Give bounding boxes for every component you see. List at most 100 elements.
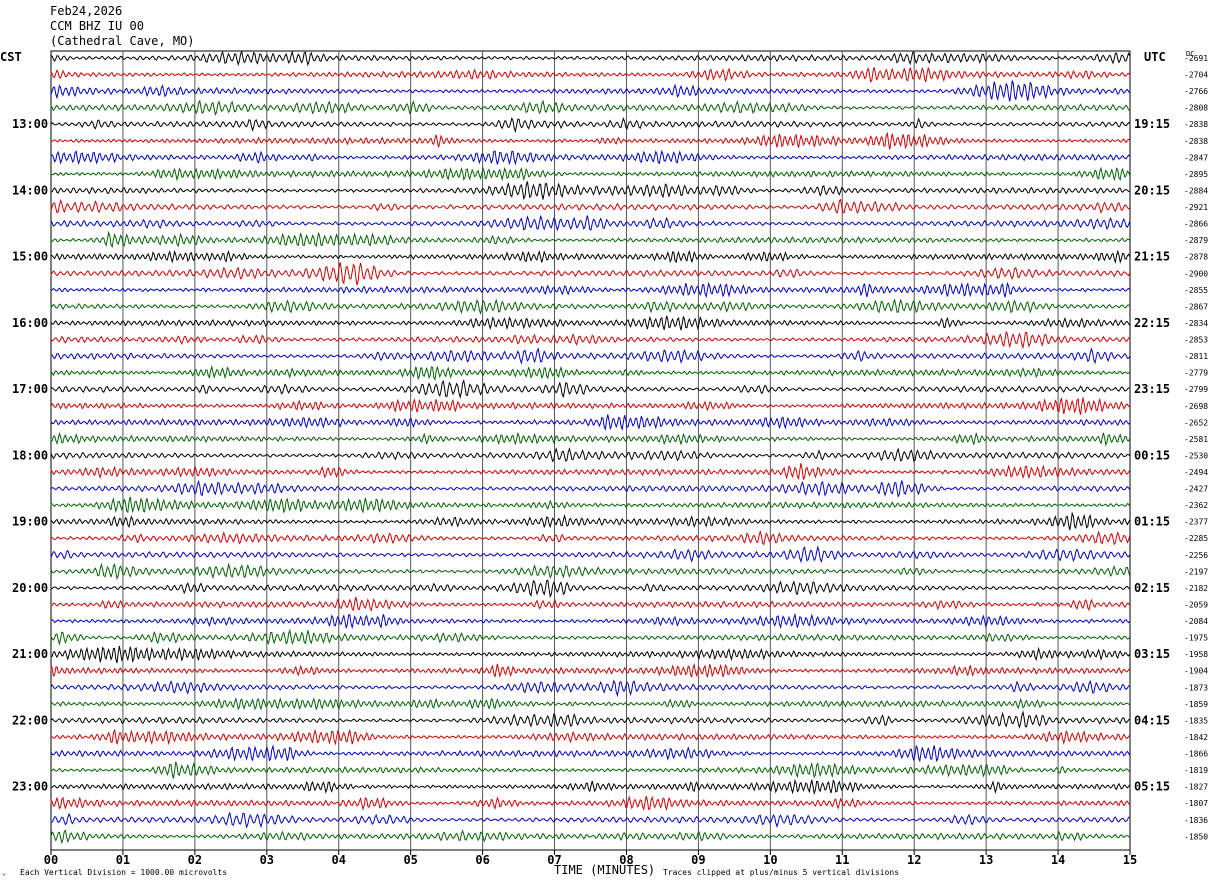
- left-timezone-label: CST: [0, 50, 22, 64]
- trace-dc-value: -2847: [1184, 153, 1208, 162]
- trace-dc-value: -2811: [1184, 352, 1208, 361]
- trace-dc-value: -2900: [1184, 269, 1208, 278]
- trace-dc-value: -2879: [1184, 236, 1208, 245]
- seismic-trace: [50, 697, 1131, 711]
- trace-dc-value: -2884: [1184, 186, 1208, 195]
- seismic-trace: [50, 778, 1131, 796]
- trace-dc-value: -2704: [1184, 71, 1208, 80]
- seismic-trace: [50, 662, 1131, 678]
- right-hour-label: 03:15: [1134, 647, 1170, 661]
- trace-dc-value: -2377: [1184, 518, 1208, 527]
- right-hour-label: 00:15: [1134, 448, 1170, 462]
- trace-dc-value: -2427: [1184, 485, 1208, 494]
- seismic-trace: [50, 66, 1131, 83]
- station-id: CCM BHZ IU 00: [50, 19, 144, 33]
- dc-label: DC: [1186, 50, 1194, 58]
- trace-dc-value: -1866: [1184, 750, 1208, 759]
- trace-dc-value: -2652: [1184, 418, 1208, 427]
- seismic-trace: [50, 545, 1131, 564]
- x-tick-label: 05: [403, 853, 417, 867]
- station-location: (Cathedral Cave, MO): [50, 34, 195, 48]
- trace-dc-value: -2838: [1184, 120, 1208, 129]
- trace-dc-value: -2581: [1184, 435, 1208, 444]
- trace-dc-value: -1807: [1184, 799, 1208, 808]
- seismic-trace: [50, 744, 1131, 763]
- x-tick-label: 14: [1051, 853, 1065, 867]
- trace-dc-value: -2895: [1184, 170, 1208, 179]
- x-tick-label: 04: [332, 853, 346, 867]
- seismic-trace: [50, 379, 1130, 400]
- right-hour-label: 19:15: [1134, 117, 1170, 131]
- left-hour-label: 16:00: [12, 316, 48, 330]
- x-tick-label: 12: [907, 853, 921, 867]
- trace-dc-value: -2182: [1184, 584, 1208, 593]
- seismic-trace: [50, 612, 1131, 630]
- seismic-trace: [50, 761, 1130, 779]
- trace-dc-value: -1850: [1184, 832, 1208, 841]
- trace-dc-value: -1819: [1184, 766, 1208, 775]
- x-tick-label: 10: [763, 853, 777, 867]
- scale-note: Each Vertical Division = 1000.00 microvo…: [20, 868, 228, 877]
- right-hour-label: 23:15: [1134, 382, 1170, 396]
- seismic-trace: [50, 511, 1131, 531]
- trace-dc-value: -1836: [1184, 816, 1208, 825]
- seismic-trace: [50, 116, 1131, 134]
- seismic-trace: [50, 628, 1131, 646]
- seismic-trace: [50, 80, 1131, 102]
- seismic-trace: [50, 149, 1131, 166]
- left-hour-label: 23:00: [12, 780, 48, 794]
- trace-dc-value: -1835: [1184, 716, 1208, 725]
- left-hour-label: 14:00: [12, 183, 48, 197]
- left-hour-label: 21:00: [12, 647, 48, 661]
- seismic-trace: [50, 679, 1130, 698]
- seismic-trace: [50, 347, 1131, 365]
- trace-dc-value: -2530: [1184, 451, 1208, 460]
- seismic-trace: [50, 181, 1130, 201]
- x-tick-label: 15: [1123, 853, 1137, 867]
- x-tick-label: 13: [979, 853, 993, 867]
- seismic-trace: [50, 728, 1131, 746]
- seismic-trace: [50, 811, 1130, 829]
- right-hour-label: 01:15: [1134, 515, 1170, 529]
- x-tick-label: 08: [619, 853, 633, 867]
- trace-dc-value: -2866: [1184, 220, 1208, 229]
- trace-dc-value: -2799: [1184, 385, 1208, 394]
- x-axis-label: TIME (MINUTES): [554, 863, 656, 877]
- seismic-trace: [50, 50, 1131, 67]
- seismic-trace: [50, 330, 1130, 350]
- seismic-trace: [50, 198, 1131, 215]
- seismic-trace: [50, 414, 1131, 432]
- seismic-trace: [50, 562, 1131, 580]
- trace-dc-value: -1873: [1184, 683, 1208, 692]
- seismic-trace: [50, 496, 1131, 514]
- seismic-trace: [50, 431, 1131, 447]
- trace-dc-value: -2084: [1184, 617, 1208, 626]
- x-tick-label: 06: [475, 853, 489, 867]
- trace-dc-value: -2853: [1184, 336, 1208, 345]
- trace-dc-value: -2921: [1184, 203, 1208, 212]
- trace-dc-value: -1904: [1184, 667, 1208, 676]
- trace-dc-value: -2698: [1184, 402, 1208, 411]
- trace-dc-value: -2834: [1184, 319, 1208, 328]
- right-hour-label: 20:15: [1134, 183, 1170, 197]
- x-tick-label: 11: [835, 853, 849, 867]
- trace-dc-value: -1958: [1184, 650, 1208, 659]
- trace-dc-value: -2878: [1184, 253, 1208, 262]
- right-timezone-label: UTC: [1144, 50, 1166, 64]
- trace-dc-value: -2779: [1184, 369, 1208, 378]
- left-hour-label: 22:00: [12, 713, 48, 727]
- clip-note: Traces clipped at plus/minus 5 vertical …: [663, 868, 900, 877]
- trace-dc-value: -1827: [1184, 783, 1208, 792]
- left-hour-label: 20:00: [12, 581, 48, 595]
- seismic-trace: [50, 298, 1131, 315]
- seismic-trace: [50, 364, 1131, 381]
- left-hour-label: 15:00: [12, 250, 48, 264]
- trace-dc-value: -2494: [1184, 468, 1208, 477]
- seismic-trace: [50, 579, 1131, 599]
- x-tick-label: 00: [44, 853, 58, 867]
- trace-dc-value: -2867: [1184, 302, 1208, 311]
- seismic-trace: [50, 795, 1131, 811]
- seismic-trace: [50, 315, 1131, 331]
- left-hour-label: 13:00: [12, 117, 48, 131]
